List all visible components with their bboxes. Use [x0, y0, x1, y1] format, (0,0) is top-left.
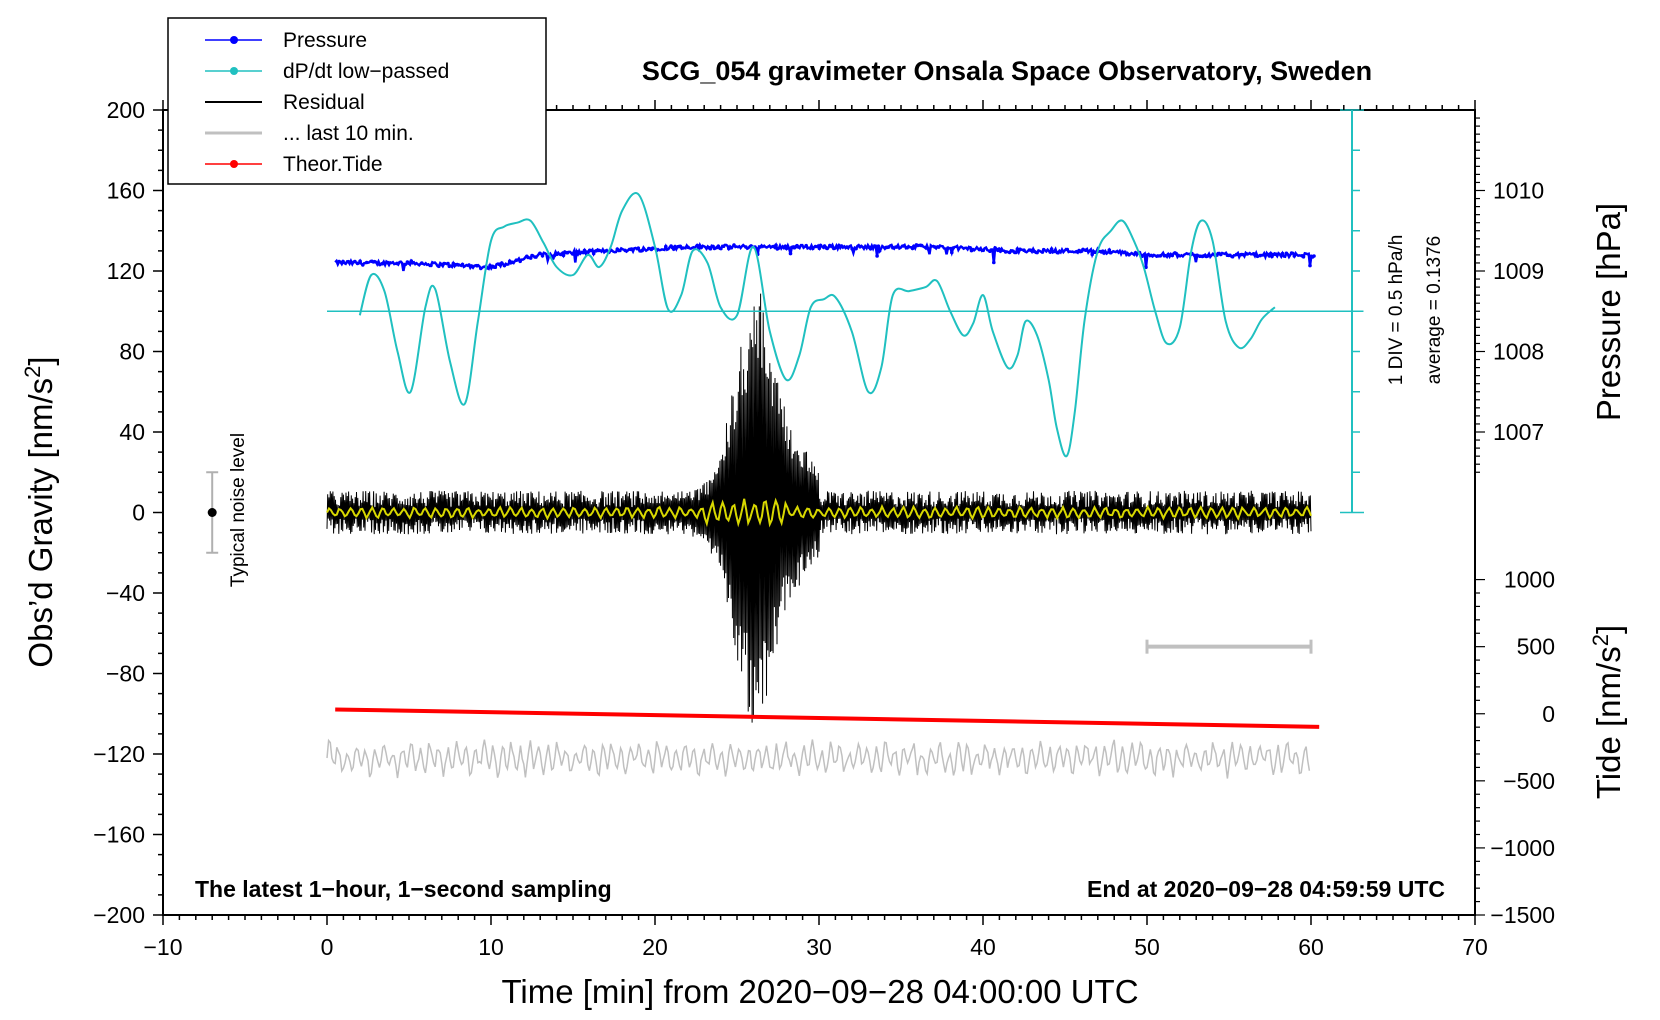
- x-tick-label: 0: [321, 934, 334, 960]
- y-tick-label: −40: [106, 580, 145, 606]
- dpdt-scale-bar: [327, 109, 1364, 514]
- pressure-tick-label: 1007: [1493, 419, 1544, 445]
- dpdt-division-note: 1 DIV = 0.5 hPa/h: [1386, 235, 1407, 386]
- tide-tick-label: −1500: [1490, 902, 1555, 928]
- y-tick-label: 120: [107, 258, 145, 284]
- x-axis-label: Time [min] from 2020−09−28 04:00:00 UTC: [501, 973, 1138, 1010]
- noise-level-label: Typical noise level: [228, 433, 249, 587]
- legend-label: dP/dt low−passed: [283, 60, 449, 83]
- footer-right-note: End at 2020−09−28 04:59:59 UTC: [1087, 876, 1445, 902]
- y-tick-label: 0: [132, 500, 145, 526]
- y-tick-label: 200: [107, 97, 145, 123]
- y-tick-label: −80: [106, 661, 145, 687]
- x-tick-label: 30: [806, 934, 832, 960]
- y-axis-label-pressure: Pressure [hPa]: [1590, 203, 1627, 421]
- y-axis-label-left: Obs’d Gravity [nm/s2]: [20, 356, 60, 667]
- residual-series: [326, 293, 1312, 723]
- y-tick-label: 40: [119, 419, 145, 445]
- x-tick-label: 70: [1462, 934, 1488, 960]
- x-tick-label: −10: [143, 934, 182, 960]
- tide-axis-ticks: 1000 500 0 −500 −1000 −1500: [1475, 567, 1555, 928]
- y-axis-label-tide: Tide [nm/s2]: [1588, 625, 1628, 799]
- last-10-min-line: [326, 738, 1311, 779]
- footer-left-note: The latest 1−hour, 1−second sampling: [195, 876, 612, 902]
- y-tick-label: 160: [107, 178, 145, 204]
- x-tick-label: 40: [970, 934, 996, 960]
- dpdt-average-note: average = 0.1376: [1424, 236, 1445, 384]
- legend-marker: [230, 67, 238, 75]
- pressure-series: [334, 242, 1316, 272]
- pressure-axis-ticks: 1010 1009 1008 1007: [1475, 117, 1544, 473]
- pressure-tick-label: 1009: [1493, 258, 1544, 284]
- legend-marker: [230, 36, 238, 44]
- tide-tick-label: 0: [1542, 701, 1555, 727]
- residual-smoothed-line: [326, 497, 1312, 528]
- chart-title: SCG_054 gravimeter Onsala Space Observat…: [642, 56, 1372, 86]
- last-10-min-series: [326, 738, 1311, 779]
- y-tick-label: 80: [119, 339, 145, 365]
- tide-tick-label: −1000: [1490, 835, 1555, 861]
- legend-label: ... last 10 min.: [283, 122, 414, 145]
- pressure-line: [334, 242, 1315, 272]
- dpdt-series: [358, 192, 1276, 458]
- theoretical-tide-series: [335, 707, 1320, 729]
- last-10-min-range-marker: [1145, 639, 1313, 654]
- dpdt-line: [358, 192, 1276, 458]
- x-tick-label: 10: [478, 934, 504, 960]
- pressure-tick-label: 1008: [1493, 339, 1544, 365]
- x-tick-label: 20: [642, 934, 668, 960]
- tide-tick-label: 500: [1517, 634, 1555, 660]
- y-tick-label: −120: [93, 741, 145, 767]
- x-tick-label: 50: [1134, 934, 1160, 960]
- legend-marker: [230, 160, 238, 168]
- y-tick-label: −200: [93, 902, 145, 928]
- tide-tick-label: 1000: [1504, 567, 1555, 593]
- legend: Pressure dP/dt low−passed Residual ... last…: [167, 17, 547, 185]
- typical-noise-level-bar: [206, 471, 219, 554]
- residual-smoothed-series: [326, 497, 1312, 528]
- pressure-tick-label: 1010: [1493, 178, 1544, 204]
- tide-tick-label: −500: [1503, 768, 1555, 794]
- y-axis-ticks: 200 160 120 80 40 0 −40 −80 −120 −160 −200: [93, 97, 163, 928]
- residual-line: [326, 293, 1312, 723]
- legend-label: Pressure: [283, 29, 367, 52]
- y-tick-label: −160: [93, 822, 145, 848]
- legend-label: Residual: [283, 91, 365, 114]
- tide-line: [335, 707, 1320, 729]
- x-tick-label: 60: [1298, 934, 1324, 960]
- legend-label: Theor.Tide: [283, 153, 383, 176]
- noise-level-center: [207, 508, 217, 517]
